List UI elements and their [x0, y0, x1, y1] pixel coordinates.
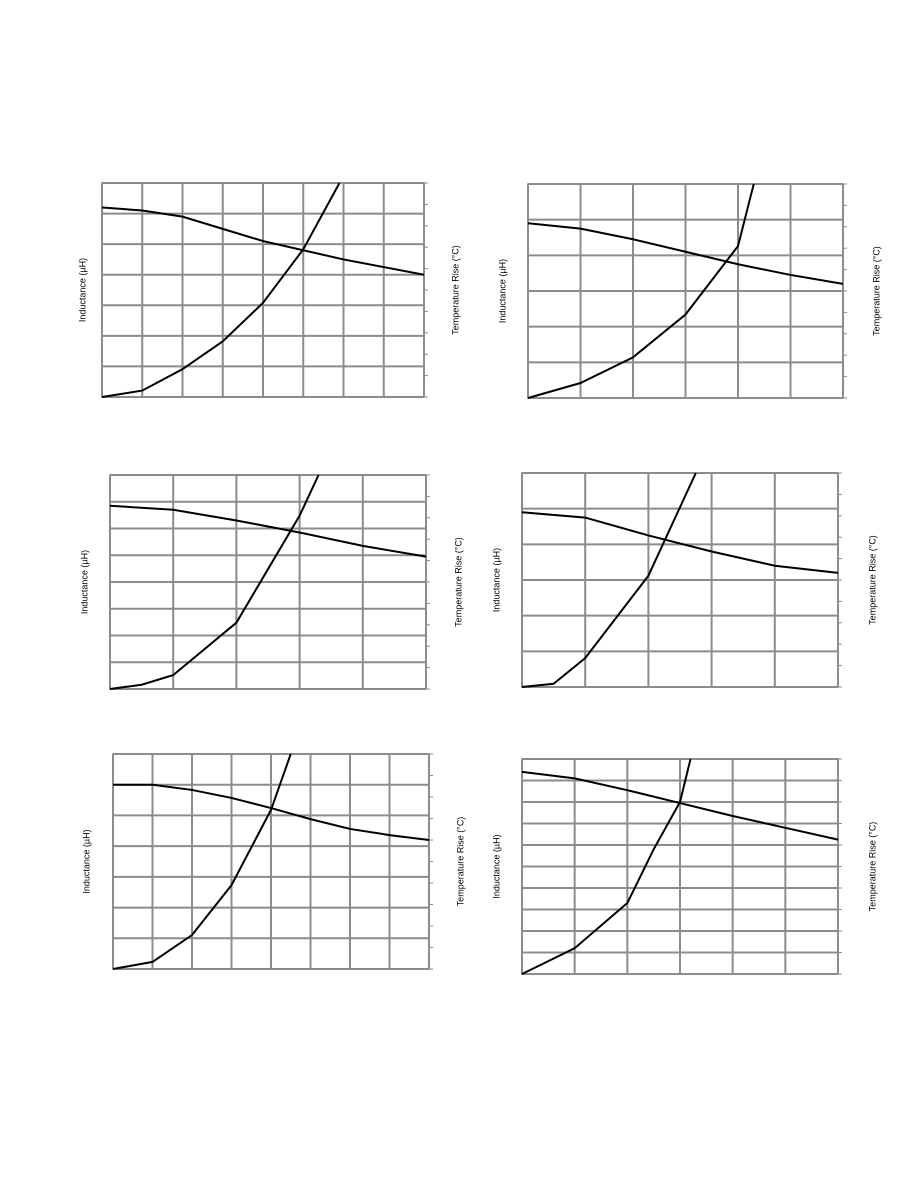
y-axis-label: Inductance (µH) — [77, 258, 87, 322]
y-axis-label: Inductance (µH) — [491, 834, 501, 898]
curve — [521, 758, 692, 975]
curve — [101, 206, 425, 276]
y-axis-label: Inductance (µH) — [491, 548, 501, 612]
y2-axis-label: Temperature Rise (°C) — [867, 822, 877, 912]
curve — [112, 753, 292, 970]
curve — [109, 504, 427, 558]
y2-axis-label: Temperature Rise (°C) — [871, 246, 881, 336]
curve — [527, 183, 755, 399]
y2-axis-label: Temperature Rise (°C) — [455, 817, 465, 907]
y2-axis-label: Temperature Rise (°C) — [867, 535, 877, 625]
y2-axis-label: Temperature Rise (°C) — [453, 537, 463, 627]
curve — [521, 511, 839, 574]
y-axis-label: Inductance (µH) — [81, 829, 91, 893]
y-axis-label: Inductance (µH) — [79, 550, 89, 614]
curve — [521, 472, 697, 688]
curve — [101, 182, 341, 398]
y-axis-label: Inductance (µH) — [497, 259, 507, 323]
curve — [527, 222, 844, 285]
curve — [109, 474, 320, 690]
y2-axis-label: Temperature Rise (°C) — [450, 245, 460, 335]
